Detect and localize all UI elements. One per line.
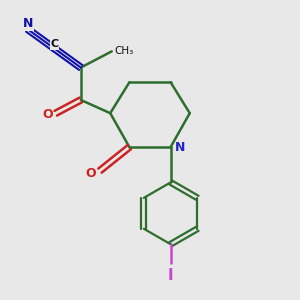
Text: I: I bbox=[168, 268, 173, 283]
Text: O: O bbox=[86, 167, 96, 180]
Text: N: N bbox=[22, 17, 33, 31]
Text: C: C bbox=[50, 39, 58, 49]
Text: CH₃: CH₃ bbox=[114, 46, 133, 56]
Text: O: O bbox=[42, 108, 53, 121]
Text: N: N bbox=[174, 141, 185, 154]
